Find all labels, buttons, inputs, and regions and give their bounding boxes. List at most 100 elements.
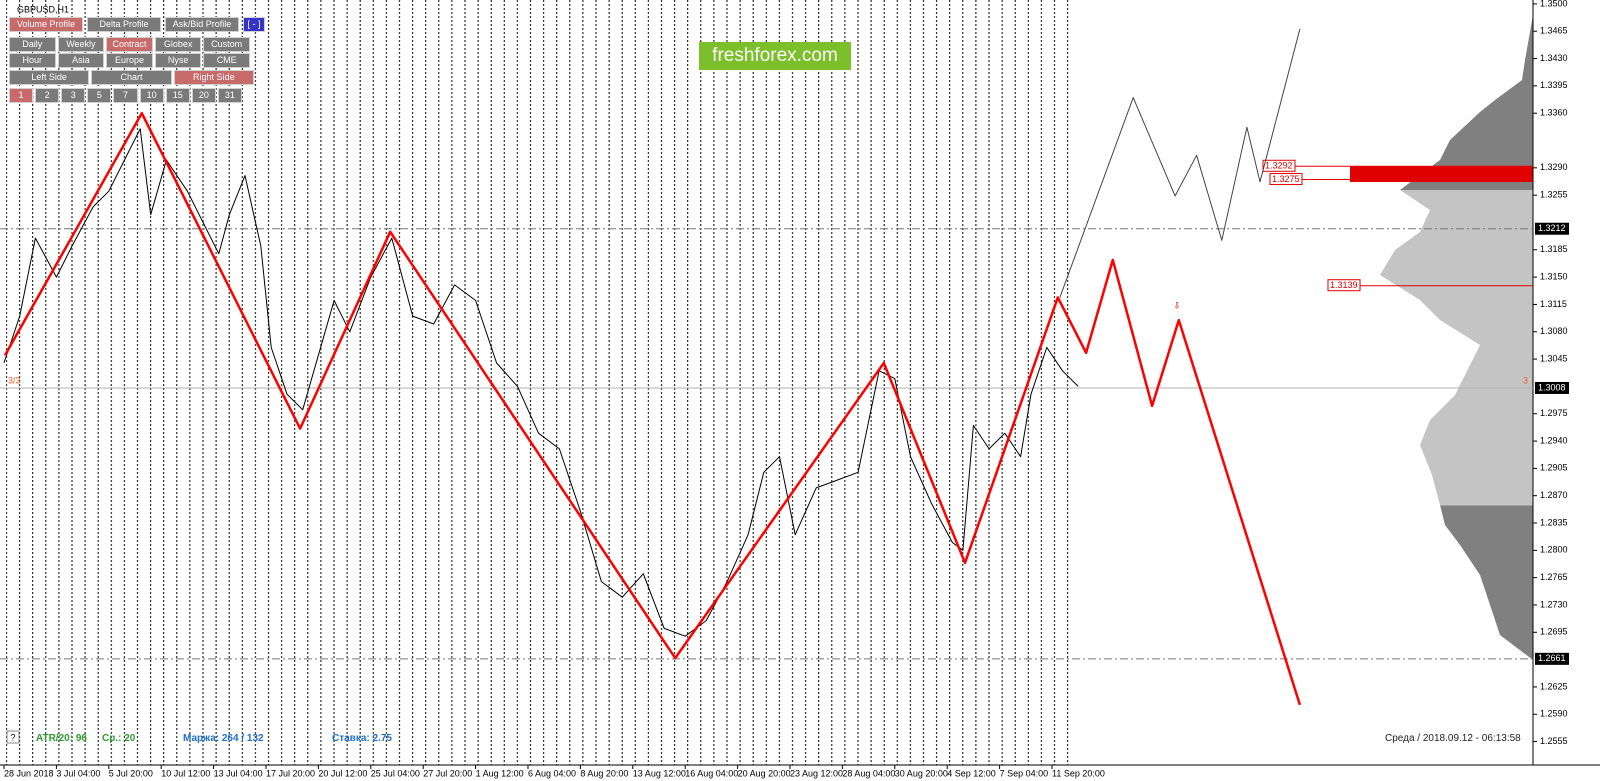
x-tick-label: 28 Aug 04:00 <box>842 768 895 778</box>
y-tick-label: 1.2975 <box>1540 408 1568 418</box>
toolbar-button[interactable]: 3 <box>61 88 86 103</box>
toolbar-button[interactable]: 15 <box>165 88 190 103</box>
toolbar-button[interactable]: 31 <box>217 88 242 103</box>
watermark: freshforex.com <box>699 42 851 70</box>
help-box[interactable] <box>6 730 20 744</box>
y-tick-label: 1.2625 <box>1540 681 1568 691</box>
y-tick-label: 1.2870 <box>1540 490 1568 500</box>
toolbar-button[interactable]: Asia <box>57 53 105 68</box>
atr: ATR/20: 96 <box>36 733 87 744</box>
y-tick-label: 1.2590 <box>1540 709 1568 719</box>
level-label-box <box>1535 222 1569 235</box>
toolbar-button[interactable]: 10 <box>139 88 164 103</box>
toolbar-button[interactable]: Globex <box>154 37 202 52</box>
x-tick-label: 25 Jul 04:00 <box>371 768 420 778</box>
red-level-box <box>1262 159 1296 172</box>
y-tick-label: 1.2555 <box>1540 736 1568 746</box>
level-label: 1.2661 <box>1538 653 1566 663</box>
toolbar-button[interactable]: Custom <box>203 37 250 52</box>
y-tick-label: 1.3115 <box>1540 299 1567 309</box>
x-tick-label: 30 Aug 20:00 <box>895 768 948 778</box>
red-level-label: 1.3275 <box>1272 174 1300 184</box>
x-tick-label: 17 Jul 20:00 <box>266 768 315 778</box>
x-tick-label: 13 Aug 12:00 <box>633 768 686 778</box>
x-tick-label: 16 Aug 04:00 <box>685 768 738 778</box>
y-tick-label: 1.2800 <box>1540 545 1568 555</box>
toolbar-button[interactable]: Nyse <box>154 53 202 68</box>
y-tick-label: 1.3395 <box>1540 80 1568 90</box>
x-tick-label: 6 Aug 04:00 <box>528 768 576 778</box>
toolbar-button[interactable]: 1 <box>9 88 34 103</box>
x-tick-label: 23 Aug 12:00 <box>790 768 843 778</box>
toolbar-button[interactable]: 2 <box>35 88 60 103</box>
y-tick-label: 1.3255 <box>1540 190 1568 200</box>
toolbar-button[interactable]: Right Side <box>173 70 254 85</box>
toolbar-button[interactable]: Hour <box>9 53 56 68</box>
series-line <box>1059 28 1301 298</box>
y-tick-label: 1.3150 <box>1540 271 1568 281</box>
rate: Ставка: 2.75 <box>332 733 392 744</box>
red-level-box <box>1327 279 1361 292</box>
toolbar-button[interactable]: Left Side <box>9 70 90 85</box>
profile-poc-band <box>1350 166 1533 182</box>
y-tick-label: 1.3290 <box>1540 162 1568 172</box>
y-tick-label: 1.3360 <box>1540 108 1568 118</box>
y-tick-label: 1.2765 <box>1540 572 1568 582</box>
toolbar-button[interactable]: Europe <box>106 53 153 68</box>
level-label: 1.3212 <box>1538 223 1566 233</box>
y-tick-label: 1.3185 <box>1540 244 1568 254</box>
y-tick-label: 1.3465 <box>1540 26 1568 36</box>
series-line <box>3 128 1079 637</box>
y-tick-label: 1.3045 <box>1540 353 1568 363</box>
toolbar-button[interactable]: Weekly <box>57 37 105 52</box>
red-level-box <box>1269 173 1303 186</box>
help-button[interactable]: ? <box>10 732 15 742</box>
toolbar-button[interactable]: Chart <box>91 70 172 85</box>
y-tick-label: 1.3500 <box>1540 0 1568 8</box>
volume-profile <box>1380 15 1533 660</box>
x-tick-label: 13 Jul 04:00 <box>214 768 263 778</box>
x-tick-label: 28 Jun 2018 <box>4 768 54 778</box>
y-tick-label: 1.2695 <box>1540 627 1568 637</box>
toolbar-button[interactable]: [ - ] <box>243 17 265 32</box>
x-tick-label: 5 Jul 20:00 <box>109 768 153 778</box>
x-tick-label: 20 Aug 20:00 <box>738 768 791 778</box>
x-tick-label: 1 Aug 12:00 <box>476 768 524 778</box>
y-tick-label: 1.3430 <box>1540 53 1568 63</box>
level-label-box <box>1535 652 1569 665</box>
y-tick-label: 1.2835 <box>1540 517 1568 527</box>
toolbar-button[interactable]: Daily <box>9 37 56 52</box>
forecast-arrow: ⇩ <box>1173 300 1181 310</box>
toolbar-button[interactable]: CME <box>203 53 250 68</box>
y-tick-label: 1.2730 <box>1540 599 1568 609</box>
series-line <box>3 111 1302 706</box>
x-tick-label: 20 Jul 12:00 <box>318 768 367 778</box>
toolbar-button[interactable]: Volume Profile <box>9 17 83 32</box>
x-tick-label: 4 Sep 12:00 <box>947 768 996 778</box>
x-tick-label: 7 Sep 04:00 <box>1000 768 1049 778</box>
marker-right: 3 <box>1523 375 1528 385</box>
margin: Маржа: 264 / 132 <box>183 733 264 744</box>
x-tick-label: 27 Jul 20:00 <box>423 768 472 778</box>
level-label-box <box>1535 381 1569 394</box>
y-tick-label: 1.2940 <box>1540 435 1568 445</box>
marker-left: 3/3 <box>8 375 21 385</box>
toolbar-button[interactable]: 5 <box>87 88 112 103</box>
toolbar-button[interactable]: 7 <box>113 88 138 103</box>
red-level-label: 1.3139 <box>1330 280 1358 290</box>
toolbar-button[interactable]: Contract <box>106 37 153 52</box>
x-tick-label: 10 Jul 12:00 <box>161 768 210 778</box>
spread: Ср.: 20 <box>102 733 136 744</box>
y-tick-label: 1.2905 <box>1540 463 1568 473</box>
x-tick-label: 3 Jul 04:00 <box>56 768 100 778</box>
toolbar-button[interactable]: Ask/Bid Profile <box>165 17 239 32</box>
level-label: 1.3008 <box>1538 382 1566 392</box>
toolbar-button[interactable]: 20 <box>191 88 216 103</box>
chart-title: GBPUSD,H1 <box>17 4 69 14</box>
x-tick-label: 8 Aug 20:00 <box>580 768 628 778</box>
red-level-label: 1.3292 <box>1265 161 1293 171</box>
period-separators <box>6 0 1074 765</box>
toolbar-button[interactable]: Delta Profile <box>87 17 161 32</box>
